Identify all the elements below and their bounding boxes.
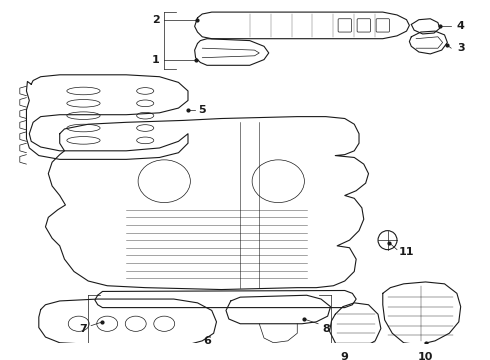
Text: 1: 1: [152, 55, 160, 64]
Text: 6: 6: [203, 336, 211, 346]
Text: 7: 7: [79, 324, 87, 333]
Text: 5: 5: [198, 105, 206, 115]
Text: 9: 9: [341, 352, 349, 360]
Text: 11: 11: [399, 247, 414, 257]
Text: 4: 4: [457, 21, 465, 31]
Text: 3: 3: [457, 43, 465, 53]
Text: 8: 8: [322, 324, 330, 333]
Text: 2: 2: [152, 15, 160, 25]
Text: 10: 10: [418, 352, 433, 360]
